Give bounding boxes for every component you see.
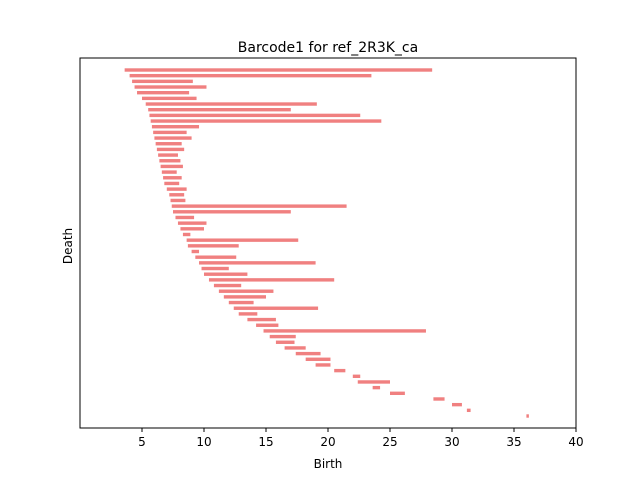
barcode-bar — [145, 102, 317, 106]
barcode-bar — [305, 357, 331, 361]
barcode-bar — [156, 147, 185, 152]
barcode-bar — [195, 255, 237, 259]
barcode-bar — [390, 391, 405, 396]
barcode-bar — [150, 119, 382, 123]
barcode-bar — [295, 351, 321, 356]
barcode-bar — [153, 130, 187, 135]
barcode-bar — [334, 368, 346, 373]
barcode-bar — [137, 90, 190, 95]
x-tick-label: 40 — [568, 435, 583, 449]
barcode-bar — [228, 300, 254, 305]
x-tick-label: 5 — [138, 435, 146, 449]
barcode-bar — [357, 380, 390, 384]
x-tick-label: 35 — [506, 435, 521, 449]
barcode-bar — [159, 159, 181, 163]
barcode-bar — [526, 414, 529, 418]
x-tick-label: 15 — [258, 435, 273, 449]
barcode-bar — [148, 108, 291, 112]
barcode-bar — [161, 170, 177, 174]
barcode-bar — [169, 193, 185, 197]
barcode-bar — [247, 317, 276, 322]
barcode-bar — [171, 204, 347, 208]
x-axis-label: Birth — [314, 457, 343, 471]
barcode-bar — [433, 397, 445, 401]
barcode-bar — [284, 346, 306, 350]
barcode-bar — [199, 261, 316, 265]
barcode-bar — [170, 198, 186, 203]
x-tick-label: 20 — [320, 435, 335, 449]
barcode-bar — [218, 289, 274, 293]
chart-title: Barcode1 for ref_2R3K_ca — [238, 40, 418, 56]
barcode-bar — [182, 232, 191, 237]
barcode-bar — [256, 323, 279, 327]
barcode-bar — [155, 142, 182, 146]
barcode-bar — [180, 227, 204, 231]
barcode-bar — [151, 125, 200, 129]
barcode-bar — [142, 96, 197, 101]
x-tick-label: 10 — [196, 435, 211, 449]
barcode-bar — [173, 210, 291, 214]
barcode-bar — [158, 153, 178, 157]
barcode-bar — [269, 334, 296, 339]
x-tick-label: 30 — [444, 435, 459, 449]
plot-frame — [79, 57, 577, 429]
barcode-bar — [263, 329, 426, 333]
barcode-bar — [186, 238, 299, 242]
barcode-bar — [352, 374, 361, 378]
barcode-bar — [160, 164, 183, 169]
barcode-bar — [177, 221, 207, 225]
barcode-bar — [466, 408, 471, 413]
barcode-bar — [191, 249, 200, 254]
y-axis-label: Death — [61, 228, 75, 264]
barcode-bar — [315, 363, 331, 367]
barcode-bar — [187, 244, 239, 248]
barcode-bar — [134, 85, 207, 89]
x-tick-label: 25 — [382, 435, 397, 449]
barcode-bar — [175, 215, 195, 220]
barcode-bar — [201, 266, 229, 271]
barcode-bar — [213, 283, 242, 288]
barcode-bar — [149, 113, 361, 118]
barcode-bar — [233, 306, 319, 310]
barcode-bar — [154, 136, 192, 140]
barcode-bar — [166, 187, 187, 191]
barcode-bar — [132, 79, 193, 84]
barcode-bar — [164, 181, 180, 186]
barcode-bar — [204, 272, 248, 276]
barcode-bar — [208, 278, 335, 282]
barcode-bar — [124, 68, 433, 72]
barcode-bar — [372, 385, 381, 390]
barcode-bar — [163, 176, 182, 180]
barcode-bar — [223, 295, 266, 299]
barcode-bar — [275, 340, 295, 344]
barcode-bar — [129, 73, 372, 78]
barcode-bar — [452, 402, 462, 407]
barcode-bar — [238, 312, 258, 316]
